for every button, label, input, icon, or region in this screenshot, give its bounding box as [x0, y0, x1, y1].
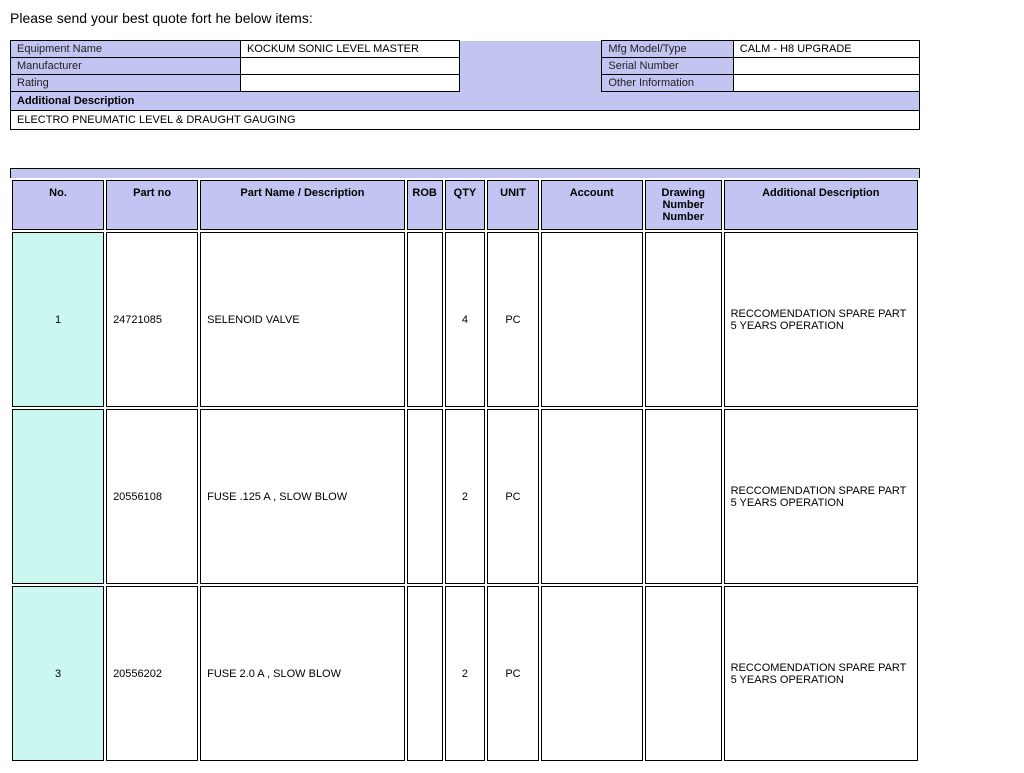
additional-desc-value-row: ELECTRO PNEUMATIC LEVEL & DRAUGHT GAUGIN… [10, 111, 920, 130]
label-rating: Rating [11, 75, 241, 92]
cell-unit: PC [487, 232, 538, 407]
col-name: Part Name / Description [200, 180, 405, 230]
value-serial [733, 58, 919, 75]
cell-draw [645, 409, 722, 584]
equipment-info-table: Equipment Name KOCKUM SONIC LEVEL MASTER… [10, 40, 920, 92]
cell-add: RECCOMENDATION SPARE PART 5 YEARS OPERAT… [724, 409, 918, 584]
additional-desc-label: Additional Description [11, 92, 920, 111]
cell-qty: 4 [445, 232, 486, 407]
col-no: No. [12, 180, 104, 230]
label-manufacturer: Manufacturer [11, 58, 241, 75]
spacer [460, 75, 602, 92]
cell-no: 3 [12, 586, 104, 761]
value-rating [240, 75, 459, 92]
spacer [460, 58, 602, 75]
cell-qty: 2 [445, 409, 486, 584]
cell-part: 24721085 [106, 232, 198, 407]
cell-draw [645, 586, 722, 761]
cell-rob [407, 586, 443, 761]
page-title: Please send your best quote fort he belo… [10, 10, 1014, 26]
table-row: 3 20556202 FUSE 2.0 A , SLOW BLOW 2 PC R… [12, 586, 918, 761]
cell-name: FUSE .125 A , SLOW BLOW [200, 409, 405, 584]
value-equip-name: KOCKUM SONIC LEVEL MASTER [240, 41, 459, 58]
cell-name: FUSE 2.0 A , SLOW BLOW [200, 586, 405, 761]
cell-qty: 2 [445, 586, 486, 761]
col-acc: Account [541, 180, 643, 230]
spacer [460, 41, 602, 58]
value-manufacturer [240, 58, 459, 75]
additional-desc-value: ELECTRO PNEUMATIC LEVEL & DRAUGHT GAUGIN… [11, 111, 920, 130]
col-add: Additional Description [724, 180, 918, 230]
table-row: 1 24721085 SELENOID VALVE 4 PC RECCOMEND… [12, 232, 918, 407]
cell-acc [541, 586, 643, 761]
col-part: Part no [106, 180, 198, 230]
cell-rob [407, 232, 443, 407]
cell-acc [541, 232, 643, 407]
label-equip-name: Equipment Name [11, 41, 241, 58]
label-mfg-model: Mfg Model/Type [602, 41, 733, 58]
cell-rob [407, 409, 443, 584]
cell-part: 20556202 [106, 586, 198, 761]
value-mfg-model: CALM - H8 UPGRADE [733, 41, 919, 58]
col-rob: ROB [407, 180, 443, 230]
label-other: Other Information [602, 75, 733, 92]
additional-desc-label-row: Additional Description [10, 92, 920, 111]
cell-unit: PC [487, 409, 538, 584]
cell-no: 1 [12, 232, 104, 407]
cell-unit: PC [487, 586, 538, 761]
table-row: 20556108 FUSE .125 A , SLOW BLOW 2 PC RE… [12, 409, 918, 584]
cell-acc [541, 409, 643, 584]
cell-add: RECCOMENDATION SPARE PART 5 YEARS OPERAT… [724, 232, 918, 407]
cell-no [12, 409, 104, 584]
header-strip [10, 168, 920, 178]
col-qty: QTY [445, 180, 486, 230]
items-table: No. Part no Part Name / Description ROB … [10, 178, 920, 763]
cell-name: SELENOID VALVE [200, 232, 405, 407]
col-draw: Drawing Number Number [645, 180, 722, 230]
value-other [733, 75, 919, 92]
cell-add: RECCOMENDATION SPARE PART 5 YEARS OPERAT… [724, 586, 918, 761]
label-serial: Serial Number [602, 58, 733, 75]
cell-draw [645, 232, 722, 407]
items-header-row: No. Part no Part Name / Description ROB … [12, 180, 918, 230]
cell-part: 20556108 [106, 409, 198, 584]
col-unit: UNIT [487, 180, 538, 230]
